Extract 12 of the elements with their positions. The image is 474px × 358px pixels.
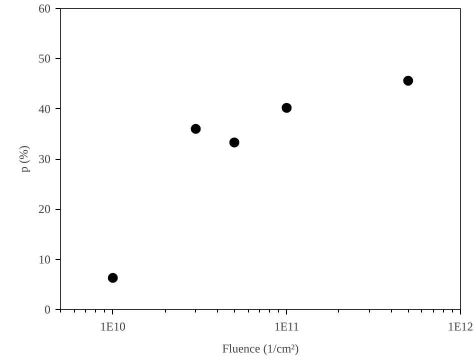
y-tick-label: 30: [38, 152, 50, 166]
x-tick-label: 1E10: [100, 320, 126, 334]
y-axis-title: p (%): [16, 145, 30, 172]
y-tick-label: 60: [38, 2, 50, 16]
x-tick-label: 1E12: [448, 320, 474, 334]
y-tick-label: 50: [38, 52, 50, 66]
y-tick-label: 20: [38, 202, 50, 216]
x-axis-title: Fluence (1/cm²): [222, 342, 299, 356]
y-tick-label: 0: [44, 302, 50, 316]
y-tick-label: 40: [38, 102, 50, 116]
y-tick-label: 10: [38, 252, 50, 266]
x-tick-label: 1E11: [274, 320, 300, 334]
